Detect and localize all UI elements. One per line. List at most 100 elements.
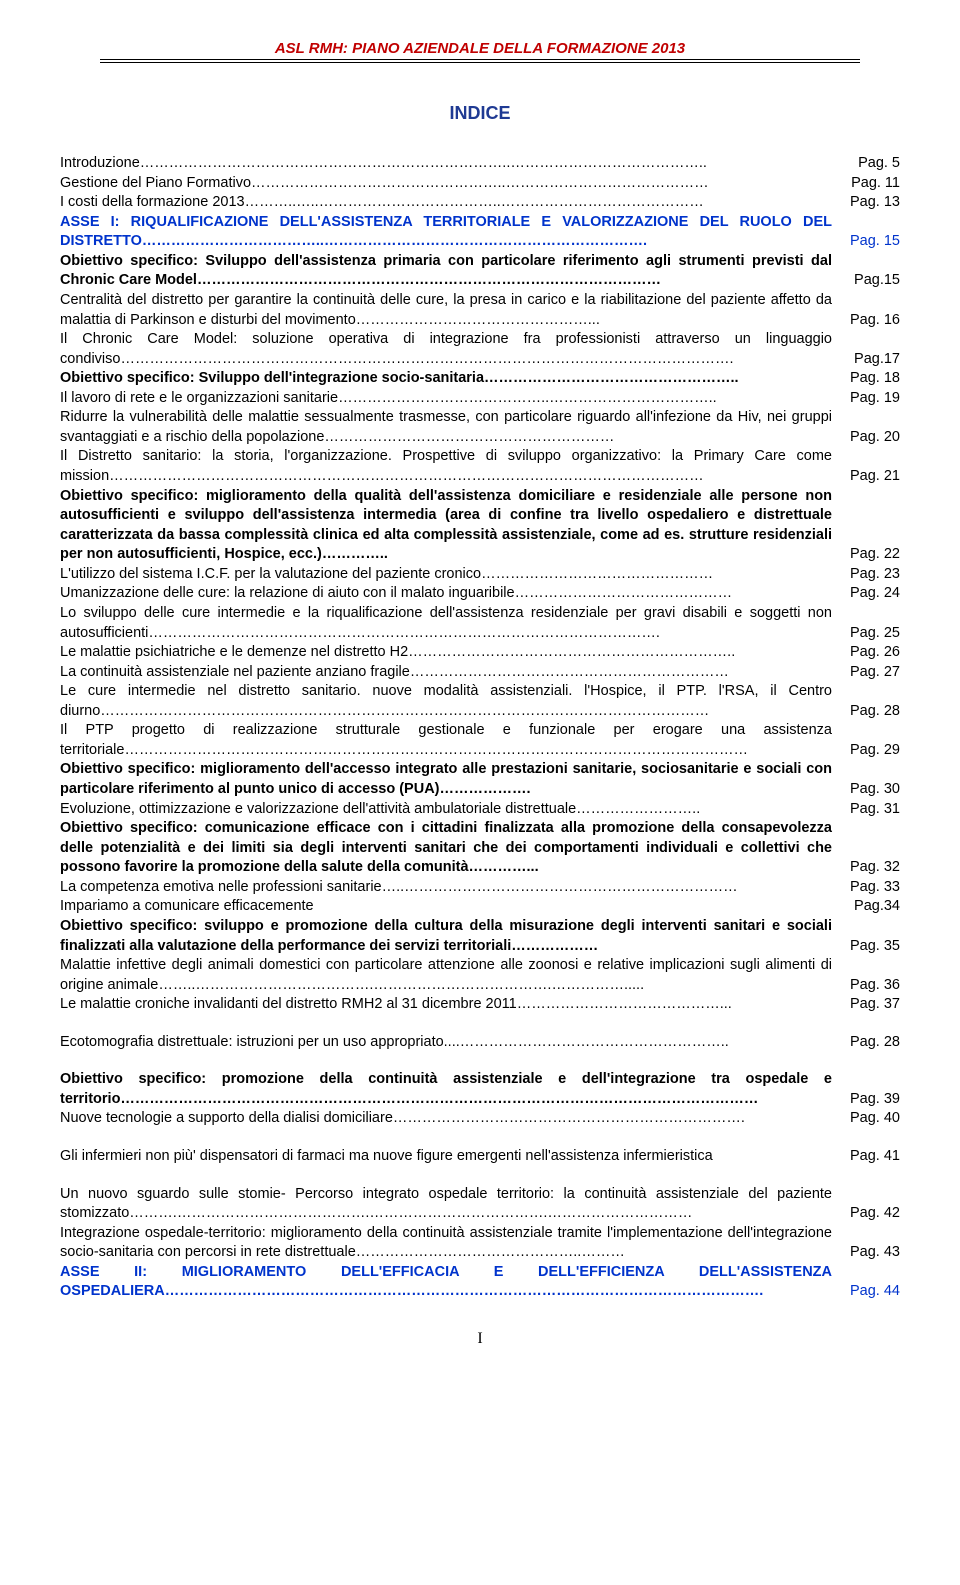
toc-entry-page: Pag. 13 (832, 193, 900, 213)
toc-entry-page: Pag.34 (832, 897, 900, 917)
toc-entry-page: Pag. 27 (832, 663, 900, 683)
toc-row: Obiettivo specifico: Sviluppo dell'integ… (60, 369, 900, 389)
toc-row: ASSE I: RIQUALIFICAZIONE DELL'ASSISTENZA… (60, 213, 900, 252)
toc-spacer (60, 1052, 900, 1070)
toc-entry-text: Ecotomografia distrettuale: istruzioni p… (60, 1033, 832, 1053)
toc-row: Introduzione…………………………………………………………………..…… (60, 154, 900, 174)
toc-entry-text: Lo sviluppo delle cure intermedie e la r… (60, 604, 832, 643)
toc-row: La competenza emotiva nelle professioni … (60, 878, 900, 898)
toc-row: Gestione del Piano Formativo………………………………… (60, 174, 900, 194)
toc-entry-page: Pag. 26 (832, 643, 900, 663)
toc-spacer (60, 1015, 900, 1033)
toc-entry-text: L'utilizzo del sistema I.C.F. per la val… (60, 565, 832, 585)
footer-page-number: I (60, 1330, 900, 1348)
toc-entry-page: Pag. 16 (832, 311, 900, 331)
toc-entry-page: Pag. 43 (832, 1243, 900, 1263)
toc-entry-text: Il Distretto sanitario: la storia, l'org… (60, 447, 832, 486)
toc-entry-text: Centralità del distretto per garantire l… (60, 291, 832, 330)
toc-entry-page: Pag. 23 (832, 565, 900, 585)
toc-entry-page: Pag. 44 (832, 1282, 900, 1302)
toc-entry-page: Pag. 42 (832, 1204, 900, 1224)
document-header: ASL RMH: PIANO AZIENDALE DELLA FORMAZION… (60, 40, 900, 63)
toc-entry-text: Il PTP progetto di realizzazione struttu… (60, 721, 832, 760)
toc-entry-text: La competenza emotiva nelle professioni … (60, 878, 832, 898)
toc-row: Obiettivo specifico: sviluppo e promozio… (60, 917, 900, 956)
toc-entry-text: Le cure intermedie nel distretto sanitar… (60, 682, 832, 721)
toc-row: Integrazione ospedale-territorio: miglio… (60, 1224, 900, 1263)
toc-entry-text: Obiettivo specifico: Sviluppo dell'assis… (60, 252, 832, 291)
toc-row: Il lavoro di rete e le organizzazioni sa… (60, 389, 900, 409)
toc-entry-page: Pag. 22 (832, 545, 900, 565)
toc-row: Malattie infettive degli animali domesti… (60, 956, 900, 995)
header-rule (100, 59, 860, 60)
toc-entry-page: Pag. 18 (832, 369, 900, 389)
toc-entry-page: Pag.17 (832, 350, 900, 370)
toc-entry-text: Obiettivo specifico: miglioramento dell'… (60, 760, 832, 799)
toc-row: Lo sviluppo delle cure intermedie e la r… (60, 604, 900, 643)
toc-entry-text: Il Chronic Care Model: soluzione operati… (60, 330, 832, 369)
toc-row: Gli infermieri non più' dispensatori di … (60, 1147, 900, 1167)
toc-entry-page: Pag. 40 (832, 1109, 900, 1129)
toc-entry-page: Pag. 25 (832, 624, 900, 644)
toc-entry-text: La continuità assistenziale nel paziente… (60, 663, 832, 683)
toc-entry-text: Gestione del Piano Formativo………………………………… (60, 174, 832, 194)
toc-row: Obiettivo specifico: comunicazione effic… (60, 819, 900, 878)
toc-row: I costi della formazione 2013………..…..………… (60, 193, 900, 213)
toc-entry-text: Il lavoro di rete e le organizzazioni sa… (60, 389, 832, 409)
toc-entry-text: ASSE I: RIQUALIFICAZIONE DELL'ASSISTENZA… (60, 213, 832, 252)
toc-row: Ecotomografia distrettuale: istruzioni p… (60, 1033, 900, 1053)
indice-title: INDICE (60, 103, 900, 124)
toc-spacer (60, 1129, 900, 1147)
toc-entry-text: Le malattie psichiatriche e le demenze n… (60, 643, 832, 663)
toc-row: Umanizzazione delle cure: la relazione d… (60, 584, 900, 604)
toc-entry-page: Pag. 35 (832, 937, 900, 957)
toc-entry-text: Obiettivo specifico: sviluppo e promozio… (60, 917, 832, 956)
toc-entry-text: Obiettivo specifico: Sviluppo dell'integ… (60, 369, 832, 389)
toc-entry-text: Malattie infettive degli animali domesti… (60, 956, 832, 995)
toc-entry-text: Obiettivo specifico: miglioramento della… (60, 487, 832, 565)
toc-row: Il Chronic Care Model: soluzione operati… (60, 330, 900, 369)
toc-entry-page: Pag. 11 (832, 174, 900, 194)
toc-entry-page: Pag. 28 (832, 1033, 900, 1053)
toc-entry-page: Pag. 36 (832, 976, 900, 996)
toc-entry-page: Pag. 19 (832, 389, 900, 409)
toc-row: Il PTP progetto di realizzazione struttu… (60, 721, 900, 760)
toc-entry-text: Impariamo a comunicare efficacemente (60, 897, 832, 917)
toc-entry-text: I costi della formazione 2013………..…..………… (60, 193, 832, 213)
toc-row: Le malattie croniche invalidanti del dis… (60, 995, 900, 1015)
toc-entry-page: Pag. 20 (832, 428, 900, 448)
toc-row: Centralità del distretto per garantire l… (60, 291, 900, 330)
toc-row: Impariamo a comunicare efficacementePag.… (60, 897, 900, 917)
toc-entry-text: ASSE II: MIGLIORAMENTO DELL'EFFICACIA E … (60, 1263, 832, 1302)
toc-entry-page: Pag.15 (832, 271, 900, 291)
toc-row: Nuove tecnologie a supporto della dialis… (60, 1109, 900, 1129)
toc-entry-page: Pag. 31 (832, 800, 900, 820)
toc-entry-text: Ridurre la vulnerabilità delle malattie … (60, 408, 832, 447)
toc-row: Evoluzione, ottimizzazione e valorizzazi… (60, 800, 900, 820)
toc-entry-page: Pag. 5 (832, 154, 900, 174)
toc-entry-page: Pag. 15 (832, 232, 900, 252)
toc-entry-text: Un nuovo sguardo sulle stomie- Percorso … (60, 1185, 832, 1224)
toc-entry-page: Pag. 32 (832, 858, 900, 878)
toc-entry-page: Pag. 39 (832, 1090, 900, 1110)
toc-entry-page: Pag. 21 (832, 467, 900, 487)
header-title: ASL RMH: PIANO AZIENDALE DELLA FORMAZION… (60, 40, 900, 57)
toc-row: La continuità assistenziale nel paziente… (60, 663, 900, 683)
toc-entry-text: Obiettivo specifico: promozione della co… (60, 1070, 832, 1109)
toc-row: Un nuovo sguardo sulle stomie- Percorso … (60, 1185, 900, 1224)
toc-entry-page: Pag. 41 (832, 1147, 900, 1167)
table-of-contents: Introduzione…………………………………………………………………..…… (60, 154, 900, 1302)
toc-entry-text: Le malattie croniche invalidanti del dis… (60, 995, 832, 1015)
toc-entry-text: Obiettivo specifico: comunicazione effic… (60, 819, 832, 878)
toc-row: Obiettivo specifico: promozione della co… (60, 1070, 900, 1109)
toc-entry-text: Introduzione…………………………………………………………………..…… (60, 154, 832, 174)
toc-row: Ridurre la vulnerabilità delle malattie … (60, 408, 900, 447)
toc-row: Obiettivo specifico: miglioramento della… (60, 487, 900, 565)
header-rule-2 (100, 62, 860, 63)
toc-spacer (60, 1167, 900, 1185)
toc-entry-page: Pag. 30 (832, 780, 900, 800)
toc-entry-text: Evoluzione, ottimizzazione e valorizzazi… (60, 800, 832, 820)
toc-row: ASSE II: MIGLIORAMENTO DELL'EFFICACIA E … (60, 1263, 900, 1302)
toc-row: Le malattie psichiatriche e le demenze n… (60, 643, 900, 663)
toc-entry-text: Integrazione ospedale-territorio: miglio… (60, 1224, 832, 1263)
